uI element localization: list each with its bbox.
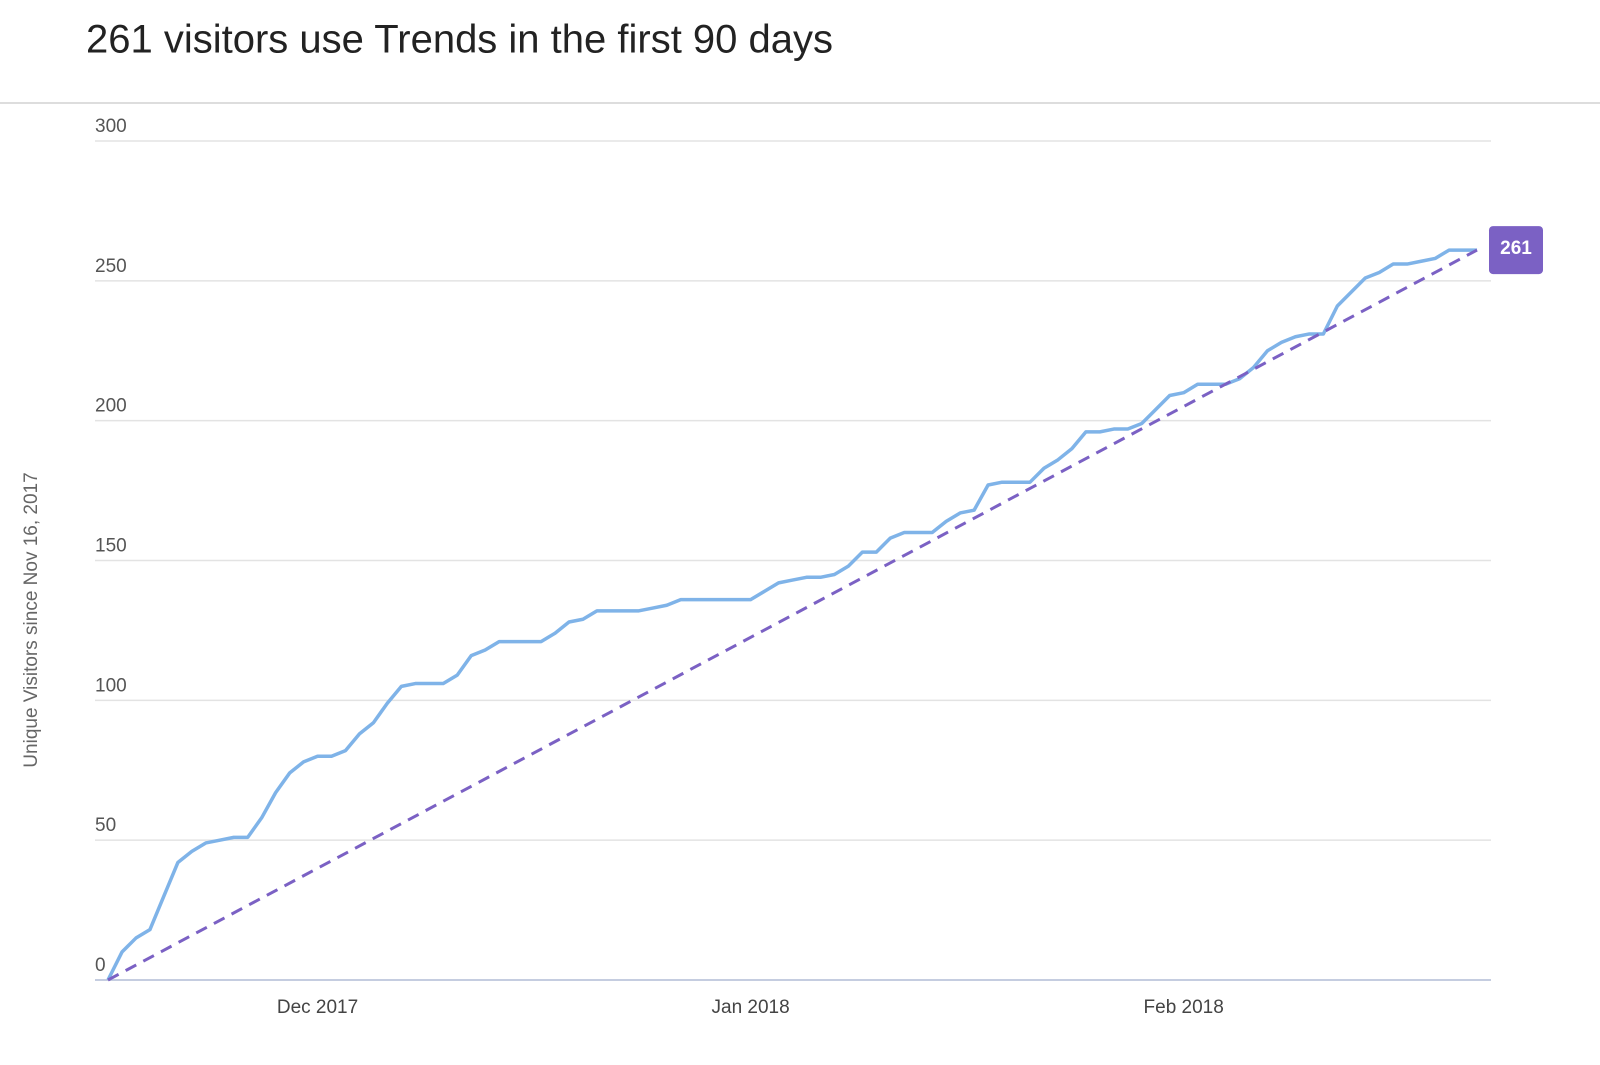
trend-line [107,248,1478,982]
y-tick-label: 250 [95,256,127,277]
x-tick-label: Dec 2017 [277,997,358,1018]
x-tick-label: Feb 2018 [1144,997,1224,1018]
y-tick-label: 200 [95,396,127,417]
x-tick-label: Jan 2018 [712,997,790,1018]
y-tick-label: 0 [95,955,106,976]
chart-title: 261 visitors use Trends in the first 90 … [86,18,833,62]
y-tick-label: 50 [95,815,116,836]
y-tick-label: 300 [95,116,127,137]
value-badge [1489,226,1543,275]
value-label: 261 [1500,238,1532,259]
data-line [106,248,1478,981]
y-tick-label: 150 [95,536,127,557]
y-axis-label: Unique Visitors since Nov 16, 2017 [21,472,42,767]
y-tick-label: 100 [95,675,127,696]
